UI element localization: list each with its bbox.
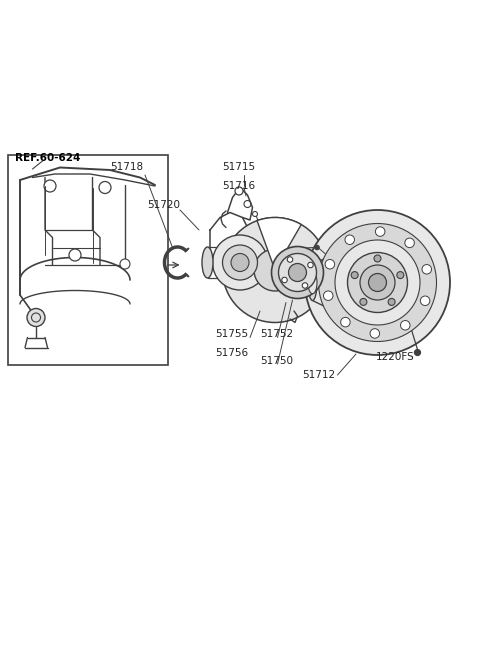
Circle shape: [252, 212, 257, 217]
Circle shape: [388, 299, 395, 305]
Circle shape: [351, 272, 358, 278]
Ellipse shape: [308, 271, 317, 293]
Circle shape: [231, 253, 249, 272]
Circle shape: [397, 272, 404, 278]
Circle shape: [69, 249, 81, 261]
Bar: [8, 155, 168, 365]
Circle shape: [319, 223, 436, 341]
Text: 51755: 51755: [215, 329, 248, 339]
Circle shape: [422, 265, 432, 274]
Circle shape: [305, 210, 450, 355]
Text: REF.60-624: REF.60-624: [15, 153, 80, 162]
Circle shape: [278, 253, 316, 291]
Circle shape: [360, 265, 395, 300]
Circle shape: [254, 249, 296, 291]
Text: 51715: 51715: [223, 162, 256, 172]
Circle shape: [288, 263, 307, 282]
Text: 51720: 51720: [147, 200, 180, 210]
Circle shape: [99, 181, 111, 193]
Circle shape: [415, 350, 420, 356]
Text: 51712: 51712: [302, 370, 336, 380]
Circle shape: [420, 296, 430, 305]
Circle shape: [375, 227, 385, 236]
Circle shape: [369, 274, 386, 291]
Circle shape: [324, 291, 333, 301]
Ellipse shape: [308, 265, 317, 301]
Circle shape: [374, 255, 381, 262]
Circle shape: [325, 259, 335, 269]
Text: 51716: 51716: [223, 181, 256, 191]
Circle shape: [345, 235, 354, 244]
Circle shape: [235, 187, 243, 195]
Text: 51750: 51750: [260, 356, 293, 366]
Circle shape: [223, 217, 327, 322]
Circle shape: [302, 283, 308, 288]
Circle shape: [282, 277, 287, 283]
Text: 51752: 51752: [260, 329, 293, 339]
Wedge shape: [257, 217, 301, 270]
Circle shape: [341, 318, 350, 327]
Text: 51756: 51756: [215, 348, 248, 358]
Circle shape: [400, 320, 410, 330]
Circle shape: [315, 245, 319, 250]
Circle shape: [405, 238, 414, 248]
Circle shape: [44, 180, 56, 192]
Ellipse shape: [202, 247, 213, 278]
Text: 51718: 51718: [110, 162, 143, 172]
Circle shape: [360, 299, 367, 305]
Circle shape: [370, 329, 380, 338]
Circle shape: [287, 257, 293, 262]
Circle shape: [120, 259, 130, 269]
Circle shape: [223, 245, 257, 280]
Text: 1220FS: 1220FS: [376, 352, 415, 362]
Circle shape: [308, 262, 313, 268]
Circle shape: [27, 309, 45, 326]
Text: 1129ED: 1129ED: [352, 269, 394, 279]
Circle shape: [272, 246, 324, 299]
Circle shape: [213, 235, 267, 290]
Circle shape: [335, 240, 420, 325]
Circle shape: [348, 252, 408, 312]
